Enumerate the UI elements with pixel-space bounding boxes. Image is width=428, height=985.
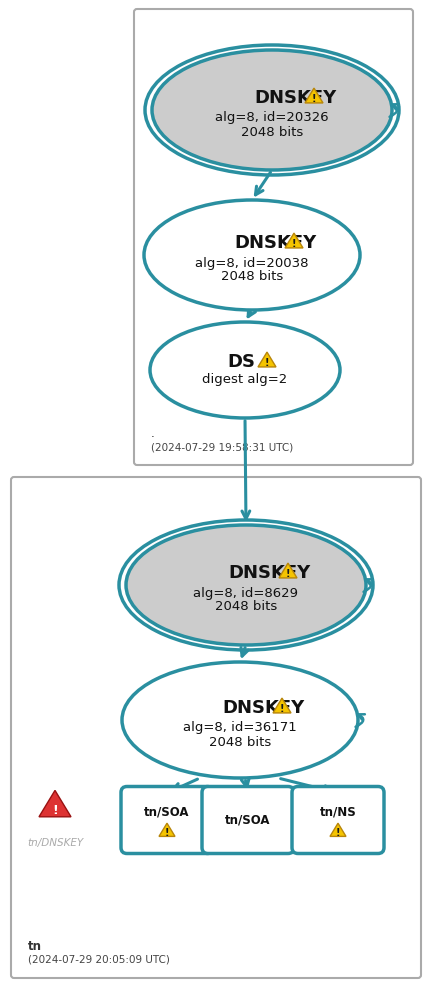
Polygon shape <box>39 790 71 817</box>
FancyBboxPatch shape <box>11 477 421 978</box>
Text: tn/SOA: tn/SOA <box>225 814 271 826</box>
Text: DNSKEY: DNSKEY <box>254 89 336 107</box>
Text: DNSKEY: DNSKEY <box>228 564 310 582</box>
FancyBboxPatch shape <box>134 9 413 465</box>
Polygon shape <box>258 352 276 367</box>
Text: tn/SOA: tn/SOA <box>144 806 190 819</box>
Ellipse shape <box>126 525 366 645</box>
Text: !: ! <box>286 569 290 579</box>
FancyArrowPatch shape <box>389 104 399 117</box>
Text: DNSKEY: DNSKEY <box>234 234 316 252</box>
Text: 2048 bits: 2048 bits <box>209 736 271 749</box>
Text: (2024-07-29 20:05:09 UTC): (2024-07-29 20:05:09 UTC) <box>28 955 170 965</box>
Ellipse shape <box>152 50 392 170</box>
FancyBboxPatch shape <box>202 786 294 853</box>
Text: tn: tn <box>28 940 42 953</box>
Text: tn/DNSKEY: tn/DNSKEY <box>27 838 83 848</box>
Text: alg=8, id=36171: alg=8, id=36171 <box>183 721 297 735</box>
Polygon shape <box>273 698 291 713</box>
FancyArrowPatch shape <box>356 714 365 727</box>
Polygon shape <box>305 88 323 103</box>
Text: !: ! <box>280 704 284 714</box>
Text: !: ! <box>52 804 58 817</box>
Text: DS: DS <box>227 353 255 371</box>
Text: 2048 bits: 2048 bits <box>241 125 303 139</box>
Text: alg=8, id=20326: alg=8, id=20326 <box>215 111 329 124</box>
Text: digest alg=2: digest alg=2 <box>202 373 288 386</box>
Text: .: . <box>151 427 155 440</box>
Text: !: ! <box>292 239 296 249</box>
Text: alg=8, id=8629: alg=8, id=8629 <box>193 586 298 600</box>
Text: !: ! <box>336 828 340 838</box>
Ellipse shape <box>144 200 360 310</box>
Polygon shape <box>285 233 303 248</box>
Ellipse shape <box>150 322 340 418</box>
Text: !: ! <box>312 95 316 104</box>
Text: tn/NS: tn/NS <box>320 806 357 819</box>
Text: !: ! <box>265 359 269 368</box>
Polygon shape <box>330 823 346 836</box>
Text: alg=8, id=20038: alg=8, id=20038 <box>195 256 309 270</box>
Text: (2024-07-29 19:58:31 UTC): (2024-07-29 19:58:31 UTC) <box>151 442 293 452</box>
Text: DNSKEY: DNSKEY <box>222 699 304 717</box>
Ellipse shape <box>122 662 358 778</box>
Text: 2048 bits: 2048 bits <box>215 601 277 614</box>
Text: 2048 bits: 2048 bits <box>221 271 283 284</box>
FancyArrowPatch shape <box>363 579 373 592</box>
FancyBboxPatch shape <box>121 786 213 853</box>
Text: !: ! <box>165 828 169 838</box>
Polygon shape <box>159 823 175 836</box>
Polygon shape <box>279 563 297 578</box>
FancyBboxPatch shape <box>292 786 384 853</box>
